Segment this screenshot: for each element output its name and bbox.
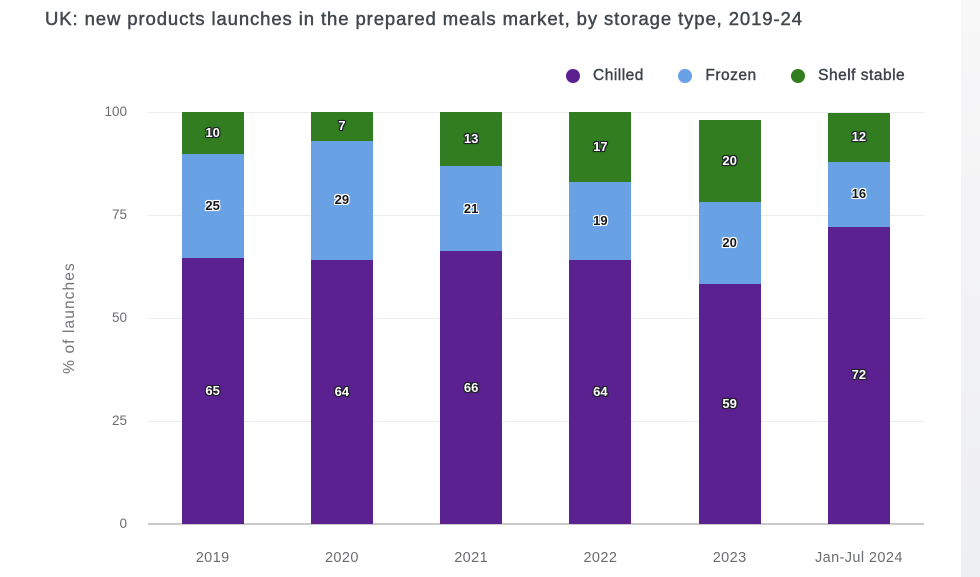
legend-item-frozen[interactable]: Frozen xyxy=(678,66,757,85)
y-tick-label-75: 75 xyxy=(111,207,127,223)
bar-Jan-Jul 2024-shelf-stable xyxy=(827,112,890,163)
bar-label-2022-frozen: 19 xyxy=(593,212,608,228)
bar-Jan-Jul 2024-chilled xyxy=(827,226,890,524)
bar-label-2021-chilled: 66 xyxy=(463,379,479,395)
bar-2020-chilled xyxy=(310,259,373,524)
y-tick-label-0: 0 xyxy=(119,516,127,531)
bar-2023-frozen xyxy=(698,201,761,284)
bar-label-2020-frozen: 29 xyxy=(334,192,350,208)
legend-marker-frozen xyxy=(678,68,693,83)
legend-item-chilled[interactable]: Chilled xyxy=(566,66,644,85)
y-tick-label-50: 50 xyxy=(111,310,127,326)
legend-marker-chilled xyxy=(566,68,580,83)
bar-label-Jan-Jul 2024-shelf-stable: 12 xyxy=(851,129,867,145)
bar-label-2020-chilled: 64 xyxy=(334,383,350,399)
x-tick-label-2023: 2023 xyxy=(712,549,747,566)
bar-2019-frozen xyxy=(181,154,244,258)
bar-Jan-Jul 2024-frozen xyxy=(827,162,890,227)
chart-legend: Chilled Frozen Shelf stable xyxy=(566,66,905,85)
y-tick-label-100: 100 xyxy=(104,104,127,120)
chart-title: UK: new products launches in the prepare… xyxy=(45,8,803,29)
bar-2019-chilled xyxy=(181,257,244,524)
y-axis-title: % of launches xyxy=(61,262,78,374)
bar-label-2021-frozen: 21 xyxy=(463,200,479,216)
x-tick-label-2020: 2020 xyxy=(324,549,359,566)
bar-label-2019-frozen: 25 xyxy=(205,198,220,214)
bar-label-Jan-Jul 2024-chilled: 72 xyxy=(851,367,867,383)
y-tick-label-25: 25 xyxy=(111,413,127,429)
bar-label-2022-chilled: 64 xyxy=(593,383,608,399)
bar-2022-frozen xyxy=(569,182,632,260)
page-background-strip xyxy=(961,0,980,577)
x-tick-label-2019: 2019 xyxy=(195,549,230,566)
bar-label-Jan-Jul 2024-frozen: 16 xyxy=(851,186,867,202)
bar-2023-chilled xyxy=(698,283,761,524)
bar-2019-shelf-stable xyxy=(181,112,244,155)
bar-label-2023-shelf-stable: 20 xyxy=(722,152,737,168)
bar-2021-shelf-stable xyxy=(440,112,503,166)
legend-label-frozen: Frozen xyxy=(705,66,757,84)
legend-label-chilled: Chilled xyxy=(593,66,644,84)
gridline-75 xyxy=(148,214,924,216)
bar-label-2023-frozen: 20 xyxy=(722,234,737,250)
gridline-50 xyxy=(148,317,924,319)
bar-2022-chilled xyxy=(569,259,632,524)
bar-2020-frozen xyxy=(310,141,373,260)
bar-label-2019-chilled: 65 xyxy=(205,382,220,398)
gridline-25 xyxy=(148,420,924,422)
x-axis-line xyxy=(148,523,924,525)
bar-label-2020-shelf-stable: 7 xyxy=(338,118,346,134)
bar-2021-chilled xyxy=(440,251,503,524)
gridline-100 xyxy=(148,111,924,113)
bar-label-2021-shelf-stable: 13 xyxy=(463,130,479,146)
legend-item-shelf-stable[interactable]: Shelf stable xyxy=(791,66,906,85)
x-tick-label-2022: 2022 xyxy=(583,549,618,566)
legend-marker-shelf-stable xyxy=(791,68,806,83)
bar-label-2022-shelf-stable: 17 xyxy=(593,139,608,155)
bar-2022-shelf-stable xyxy=(569,112,632,183)
x-tick-label-Jan-Jul 2024: Jan-Jul 2024 xyxy=(814,549,903,566)
bar-2023-shelf-stable xyxy=(698,120,761,202)
bar-2020-shelf-stable xyxy=(310,111,373,142)
x-tick-label-2021: 2021 xyxy=(454,549,489,566)
bar-2021-frozen xyxy=(440,165,503,252)
bar-label-2023-chilled: 59 xyxy=(722,395,737,411)
legend-label-shelf-stable: Shelf stable xyxy=(818,66,906,84)
bar-label-2019-shelf-stable: 10 xyxy=(205,125,220,141)
